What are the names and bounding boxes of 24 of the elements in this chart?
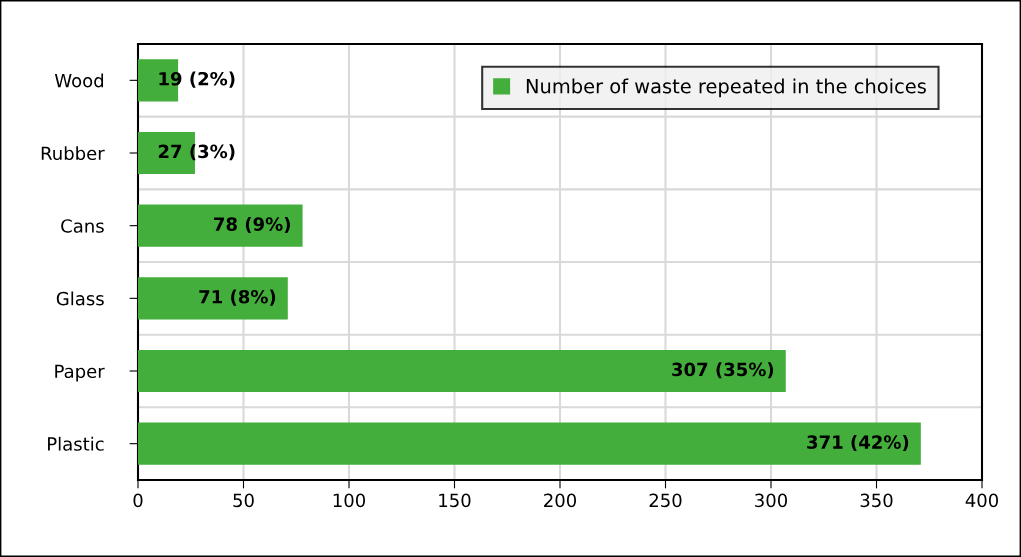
y-tick-label: Plastic (48, 436, 104, 451)
data-label: 371 (42%) (807, 434, 909, 452)
x-tick-label: 100 (333, 493, 366, 508)
y-tick-label: Glass (56, 291, 104, 306)
data-label: 307 (35%) (672, 362, 774, 379)
y-tick-label: Paper (55, 364, 105, 382)
x-tick-label: 200 (544, 493, 577, 508)
x-tick-label: 250 (649, 493, 682, 508)
x-tick-label: 350 (860, 493, 893, 508)
bar (138, 422, 921, 465)
data-label: 71 (8%) (199, 289, 276, 306)
x-tick-label: 300 (755, 493, 788, 508)
x-tick-label: 150 (439, 493, 471, 508)
x-tick-label: 400 (965, 493, 999, 508)
bar (138, 277, 288, 320)
y-tick-label: Rubber (41, 146, 105, 161)
bar (138, 204, 303, 247)
data-label: 78 (9%) (214, 216, 290, 234)
y-tick-label: Cans (61, 219, 104, 233)
y-tick-label: Wood (54, 73, 104, 88)
x-tick-label: 50 (233, 493, 254, 508)
bar (138, 349, 786, 393)
x-tick-label: 0 (133, 493, 143, 508)
legend-label: Number of waste repeated in the choices (526, 78, 926, 98)
